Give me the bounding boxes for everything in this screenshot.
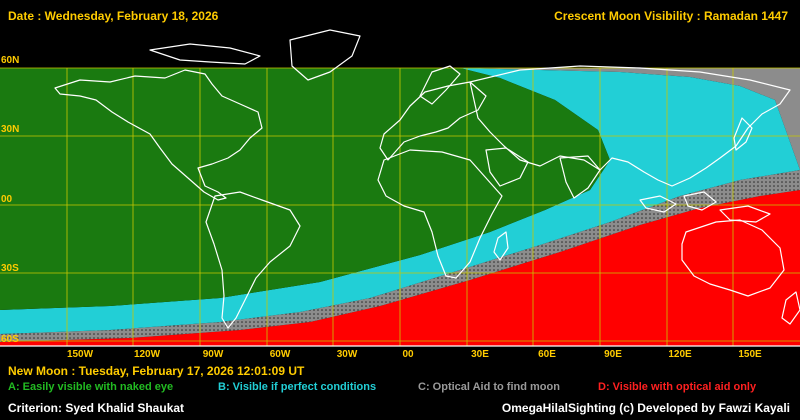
legend-b: B: Visible if perfect conditions: [218, 381, 377, 393]
lon-label-90e: 90E: [604, 349, 622, 360]
lat-lon-grid: [0, 67, 800, 346]
legend-c: C: Optical Aid to find moon: [418, 381, 560, 393]
coastlines: [0, 29, 800, 347]
zone-c-region-north: [460, 68, 800, 170]
legend-a: A: Easily visible with naked eye: [8, 381, 174, 393]
lon-label-60w: 60W: [269, 349, 291, 360]
date-label: Date : Wednesday, February 18, 2026: [8, 9, 219, 23]
new-moon-info: New Moon : Tuesday, February 17, 2026 12…: [8, 364, 305, 378]
map-title: Crescent Moon Visibility : Ramadan 1447: [554, 9, 788, 23]
lon-label-120e: 120E: [668, 349, 692, 360]
lon-label-30w: 30W: [336, 349, 358, 360]
lon-label-150w: 150W: [66, 349, 94, 360]
lon-label-120w: 120W: [133, 349, 161, 360]
legend-d: D: Visible with optical aid only: [598, 381, 757, 393]
lon-label-30e: 30E: [471, 349, 489, 360]
lon-label-60e: 60E: [538, 349, 556, 360]
lat-label-60s: 60S: [1, 334, 19, 345]
credit-label: OmegaHilalSighting (c) Developed by Fawz…: [501, 401, 790, 415]
lat-label-30n: 30N: [1, 124, 20, 135]
lat-label-equator: 00: [1, 194, 13, 205]
lon-label-90w: 90W: [202, 349, 224, 360]
lat-label-60n: 60N: [1, 55, 20, 66]
lon-label-00: 00: [402, 349, 414, 360]
lat-label-30s: 30S: [1, 263, 19, 274]
zone-a-region: [0, 68, 610, 310]
lon-label-150e: 150E: [738, 349, 762, 360]
criterion-label: Criterion: Syed Khalid Shaukat: [8, 401, 185, 415]
